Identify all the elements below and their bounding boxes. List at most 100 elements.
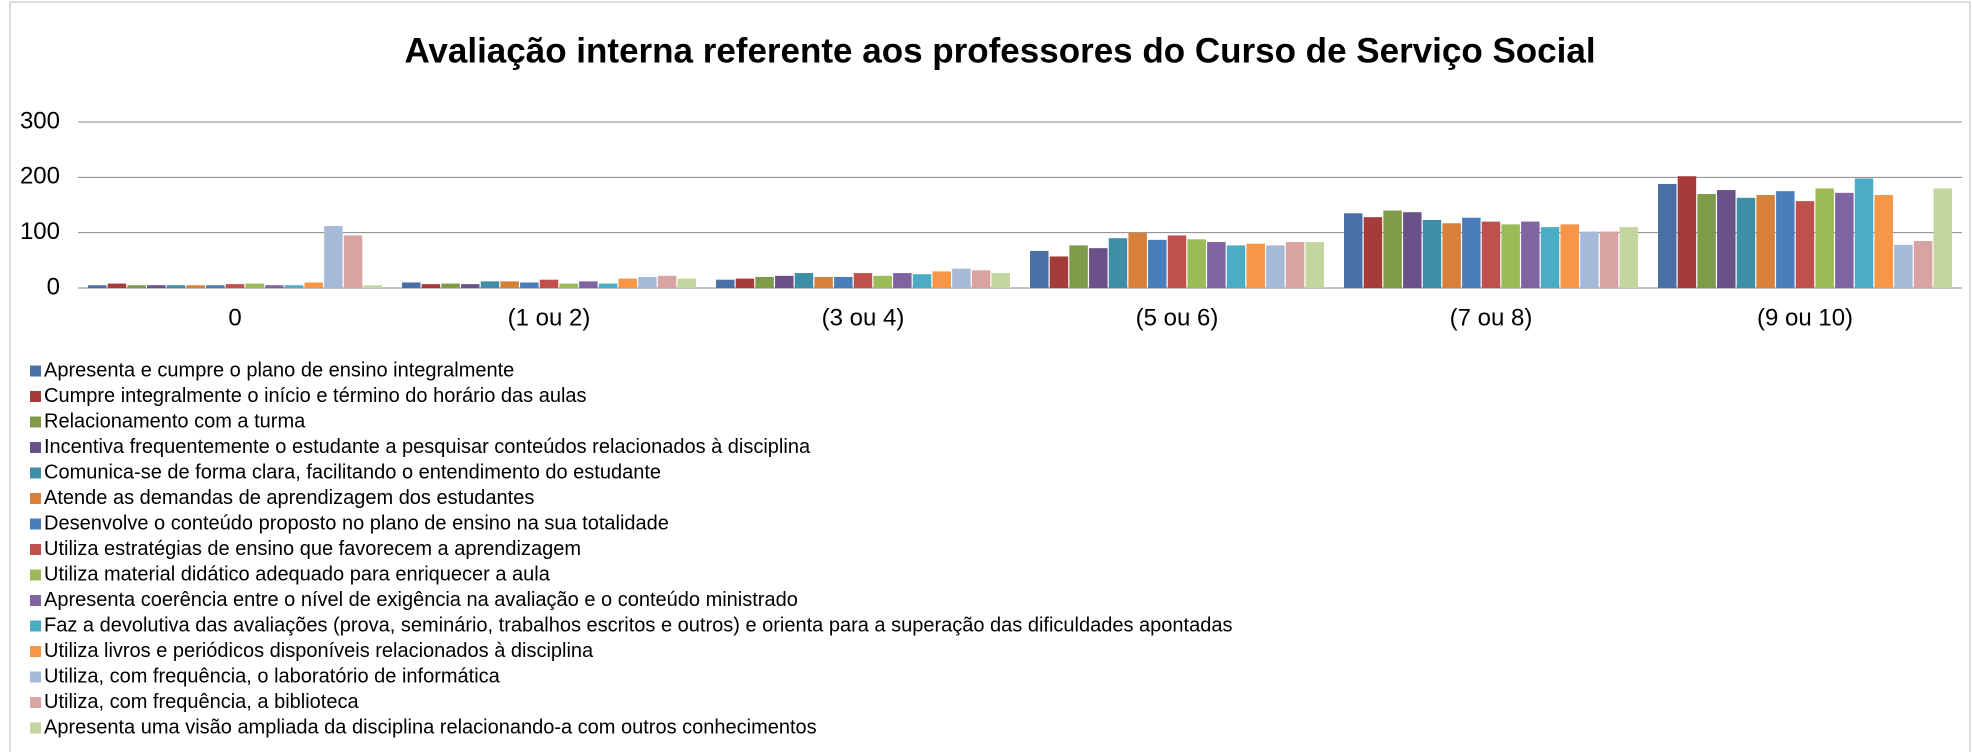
bar [598,283,618,288]
legend-swatch [30,467,41,479]
bar [579,281,598,288]
bar [1462,217,1481,288]
bar [775,275,794,288]
bar [971,270,991,288]
bar [343,235,363,288]
bar [1776,191,1795,288]
y-tick-label: 300 [20,107,60,134]
legend-label: Utiliza livros e periódicos disponíveis … [44,640,594,662]
bar [1894,244,1913,288]
y-tick-label: 200 [20,163,60,190]
bar [735,278,755,288]
bar [1089,248,1108,288]
chart-title: Avaliação interna referente aos professo… [404,31,1595,70]
bar [1736,197,1756,288]
x-tick-label: (5 ou 6) [1136,304,1219,331]
x-tick-label: (1 ou 2) [508,304,591,331]
y-tick-label: 100 [20,218,60,245]
legend-label: Utiliza estratégias de ensino que favore… [44,538,581,560]
bar [1913,240,1933,288]
legend-label: Comunica-se de forma clara, facilitando … [44,461,661,483]
legend-label: Apresenta uma visão ampliada da discipli… [44,716,817,738]
legend-swatch [30,544,41,555]
bar [873,275,892,288]
bar [1344,213,1363,288]
bar [638,276,657,288]
legend-swatch [30,442,41,453]
bar [520,282,539,288]
legend-swatch [30,416,41,428]
legend-swatch [30,569,41,581]
bar [618,278,637,288]
x-tick-label: (9 ou 10) [1757,304,1853,331]
bar [186,285,205,288]
x-tick-label: (7 ou 8) [1450,304,1533,331]
bar [1599,231,1619,288]
bar [1835,192,1854,288]
bar [1363,217,1383,288]
bar [755,276,774,288]
chart-frame [9,1,1971,752]
bar [559,283,578,288]
legend-swatch [30,646,41,657]
bar [206,285,225,288]
legend-label: Desenvolve o conteúdo proposto no plano … [44,512,669,534]
bar [912,274,932,288]
y-tick-label: 0 [47,273,60,300]
bar [88,285,107,288]
bar [1874,195,1893,288]
bar [1933,188,1952,288]
bar [107,283,127,288]
legend-label: Utiliza material didático adequado para … [44,563,551,585]
legend-swatch [30,391,41,402]
bar [834,276,853,288]
bar [794,273,814,288]
bar [225,284,245,288]
bar [1069,245,1088,288]
bar [461,284,480,288]
legend-label: Utiliza, com frequência, o laboratório d… [44,665,501,687]
legend-swatch [30,518,41,530]
bar [1854,178,1874,288]
legend-swatch [30,493,41,504]
legend-label: Incentiva frequentemente o estudante a p… [44,436,811,458]
legend-swatch [30,595,41,606]
bar [1442,223,1461,288]
legend-label: Apresenta e cumpre o plano de ensino int… [44,359,514,381]
bar [441,283,460,288]
bar [539,279,559,288]
bar [402,282,421,288]
bar [1697,193,1716,288]
bar [932,271,951,288]
bar [1108,238,1128,288]
bar [853,273,873,288]
bar [166,285,186,288]
bar [1128,232,1147,288]
legend-label: Faz a devolutiva das avaliações (prova, … [44,614,1232,636]
bar [1403,212,1422,288]
bar [1619,227,1638,288]
legend-swatch [30,365,41,377]
legend-label: Apresenta coerência entre o nível de exi… [44,589,798,611]
bar [304,282,323,288]
bar [421,284,441,288]
bar [1677,176,1697,288]
bar [500,281,519,288]
bar [1540,227,1560,288]
legend-swatch [30,697,41,708]
bar [1266,245,1285,288]
bar [265,285,284,288]
bar [363,285,382,288]
bar [284,285,304,288]
bar [1246,243,1265,288]
bar [1148,239,1167,288]
bar [245,283,264,288]
x-tick-label: 0 [228,304,241,331]
bar [1187,239,1206,288]
legend-label: Relacionamento com a turma [44,410,306,432]
bar [147,285,166,288]
legend-swatch [30,620,41,632]
bar [1305,242,1324,288]
bar [814,276,833,288]
legend-swatch [30,722,41,734]
